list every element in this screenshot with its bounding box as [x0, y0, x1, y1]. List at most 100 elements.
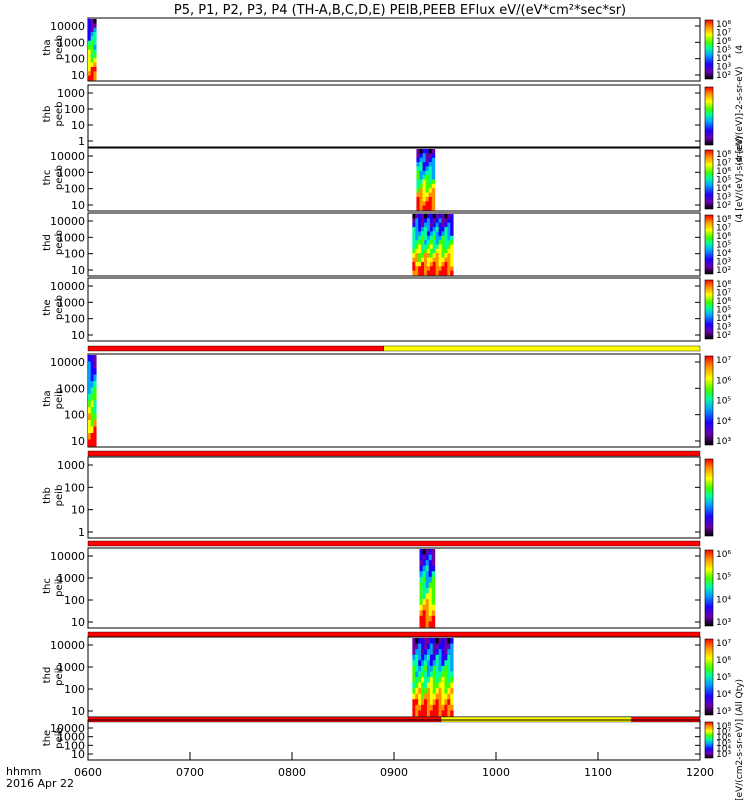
spectrogram-cell [429, 222, 434, 228]
spectrogram-cell [415, 660, 419, 667]
spectrogram-cell [450, 227, 454, 232]
spectrogram-cell [422, 604, 427, 611]
spectrogram-cell [438, 244, 442, 250]
spectrogram-cell [418, 235, 422, 241]
spectrogram-cell [428, 554, 433, 561]
spectrogram-cell [412, 257, 416, 263]
spectrogram-cell [425, 571, 430, 578]
spectrogram-cell [424, 244, 428, 250]
spectrogram-cell [421, 682, 425, 689]
spectrogram-cell [416, 175, 420, 180]
spectrogram-cell [429, 688, 434, 695]
colorbar-tick-label: 10⁵ [716, 176, 731, 186]
y-tick-label: 10 [71, 504, 85, 517]
spectrogram-cell [450, 660, 454, 667]
colorbar-tick-label: 10⁵ [716, 306, 731, 316]
spectrogram-cell [418, 222, 422, 228]
spectrogram-cell [438, 222, 442, 228]
spectrogram-cell [412, 214, 416, 219]
spectrogram-cell [429, 235, 434, 241]
colorbar-tick-label: 10⁷ [716, 728, 731, 738]
spectrogram-cell [438, 688, 442, 695]
spectrogram-cell [412, 266, 416, 272]
spectrogram-cell [435, 643, 439, 650]
spectrogram-cell [416, 183, 420, 189]
spectrogram-cell [441, 693, 445, 700]
spectrogram-cell [428, 166, 433, 172]
spectrogram-cell [415, 654, 419, 661]
y-tick-label: 10000 [50, 356, 85, 369]
spectrogram-cell [431, 183, 436, 189]
spectrogram-cell [431, 582, 436, 589]
spectrogram-cell [424, 257, 428, 263]
spectrogram-cell [419, 183, 423, 189]
y-tick-label: 1000 [57, 231, 85, 244]
spectrogram-cell [447, 218, 451, 224]
spectrogram-cell [426, 214, 431, 219]
spectrogram-cell [432, 235, 437, 241]
spectrogram-cell [435, 671, 439, 678]
spectrogram-cell [421, 244, 425, 250]
spectrogram-cell [412, 248, 416, 254]
panel-label-product: peeb [54, 165, 65, 190]
x-tick-label: 0900 [380, 766, 408, 779]
spectrogram-cell [431, 560, 436, 567]
x-tick-label: 0700 [176, 766, 204, 779]
colorbar-tick-label: 10⁶ [716, 376, 731, 386]
spectrogram-cell [424, 665, 428, 672]
spectrogram-cell [435, 266, 439, 272]
spectrogram-cell [93, 420, 97, 427]
spectrogram-cell [431, 188, 436, 193]
spectrogram-cell [88, 53, 92, 59]
spectrogram-cell [438, 643, 442, 650]
spectrogram-cell [444, 660, 448, 667]
colorbar [704, 721, 714, 759]
panel-frame [87, 17, 701, 82]
spectrogram-cell [419, 170, 423, 176]
spectrogram-cell [422, 610, 427, 617]
spectrogram-cell [431, 149, 436, 154]
spectrogram-cell [415, 677, 419, 683]
spectrogram-cell [435, 693, 439, 700]
spectrogram-cell [421, 266, 425, 272]
spectrogram-cell [435, 654, 439, 661]
spectrogram-cell [424, 643, 428, 650]
y-tick-label: 10 [71, 69, 85, 82]
y-tick-label: 100 [64, 409, 85, 422]
spectrogram-cell [429, 261, 434, 267]
spectrogram-cell [419, 615, 423, 622]
spectrogram-cell [93, 407, 97, 414]
spectrogram-cell [419, 162, 423, 167]
spectrogram-cell [447, 240, 451, 245]
spectrogram-cell [425, 565, 430, 572]
spectrogram-cell [90, 407, 94, 414]
spectrogram-cell [450, 222, 454, 228]
spectrogram-cell [428, 157, 433, 163]
spectrogram-cell [435, 710, 439, 717]
spectrogram-cell [447, 682, 451, 689]
spectrogram-cell [415, 253, 419, 258]
spectrogram-cell [432, 677, 437, 683]
colorbar-tick-label: 10³ [716, 707, 731, 717]
spectrogram-cell [416, 170, 420, 176]
spectrogram-cell [426, 682, 431, 689]
spectrogram-cell [450, 248, 454, 254]
x-tick-label: 1000 [482, 766, 510, 779]
spectrogram-cell [444, 710, 448, 717]
spectrogram-cell [435, 240, 439, 245]
spectrogram-cell [432, 257, 437, 263]
spectrogram-cell [90, 58, 94, 63]
spectrogram-cell [412, 699, 416, 706]
colorbar [704, 549, 714, 627]
spectrogram-cell [428, 170, 433, 176]
spectrogram-cell [421, 235, 425, 241]
panel-label-product: peeb [54, 230, 65, 255]
spectrogram-cell [424, 253, 428, 258]
spectrogram-cell [447, 222, 451, 228]
spectrogram-cell [421, 654, 425, 661]
spectrogram-cell [418, 227, 422, 232]
colorbar-tick-label: 10⁷ [716, 29, 731, 39]
spectrogram-cell [450, 218, 454, 224]
spectrogram-cell [418, 261, 422, 267]
spectrogram-cell [428, 599, 433, 606]
